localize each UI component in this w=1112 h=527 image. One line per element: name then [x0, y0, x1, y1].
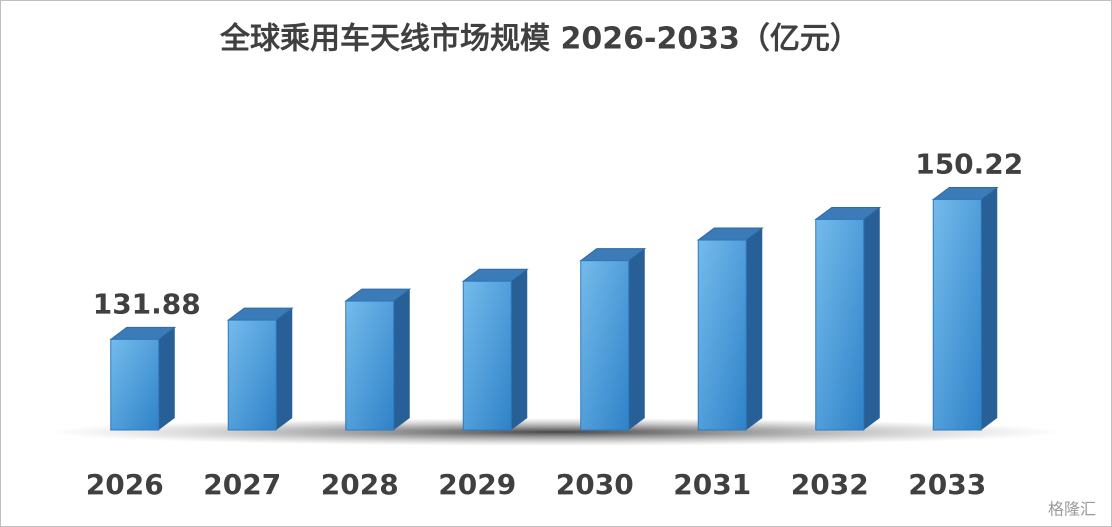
bar — [462, 280, 512, 431]
x-tick-label: 2031 — [673, 468, 751, 501]
x-tick-label: 2027 — [203, 468, 281, 501]
bar — [697, 239, 747, 431]
x-tick-label: 2032 — [791, 468, 869, 501]
bar — [227, 319, 277, 431]
data-label: 150.22 — [915, 147, 1023, 180]
bar — [345, 300, 395, 431]
bar-side — [628, 248, 645, 430]
bar-side — [158, 327, 175, 430]
x-tick-label: 2026 — [86, 468, 164, 501]
data-label: 131.88 — [93, 287, 201, 320]
chart-title: 全球乘用车天线市场规模 2026-2033（亿元） — [219, 22, 860, 57]
bar — [932, 198, 982, 431]
bar-side — [393, 289, 410, 430]
bar-side — [746, 228, 763, 430]
x-tick-label: 2030 — [556, 468, 634, 501]
x-tick-label: 2033 — [908, 468, 986, 501]
bar — [815, 218, 865, 431]
watermark: 格隆汇 — [1048, 500, 1096, 519]
x-tick-label: 2029 — [438, 468, 516, 501]
bar — [110, 338, 160, 431]
x-tick-label: 2028 — [321, 468, 399, 501]
bar — [580, 260, 630, 431]
bar-side — [276, 308, 293, 430]
bar-side — [511, 269, 528, 430]
bar-side — [863, 207, 880, 430]
bar-side — [981, 187, 998, 430]
floor-shadow — [46, 418, 1066, 446]
